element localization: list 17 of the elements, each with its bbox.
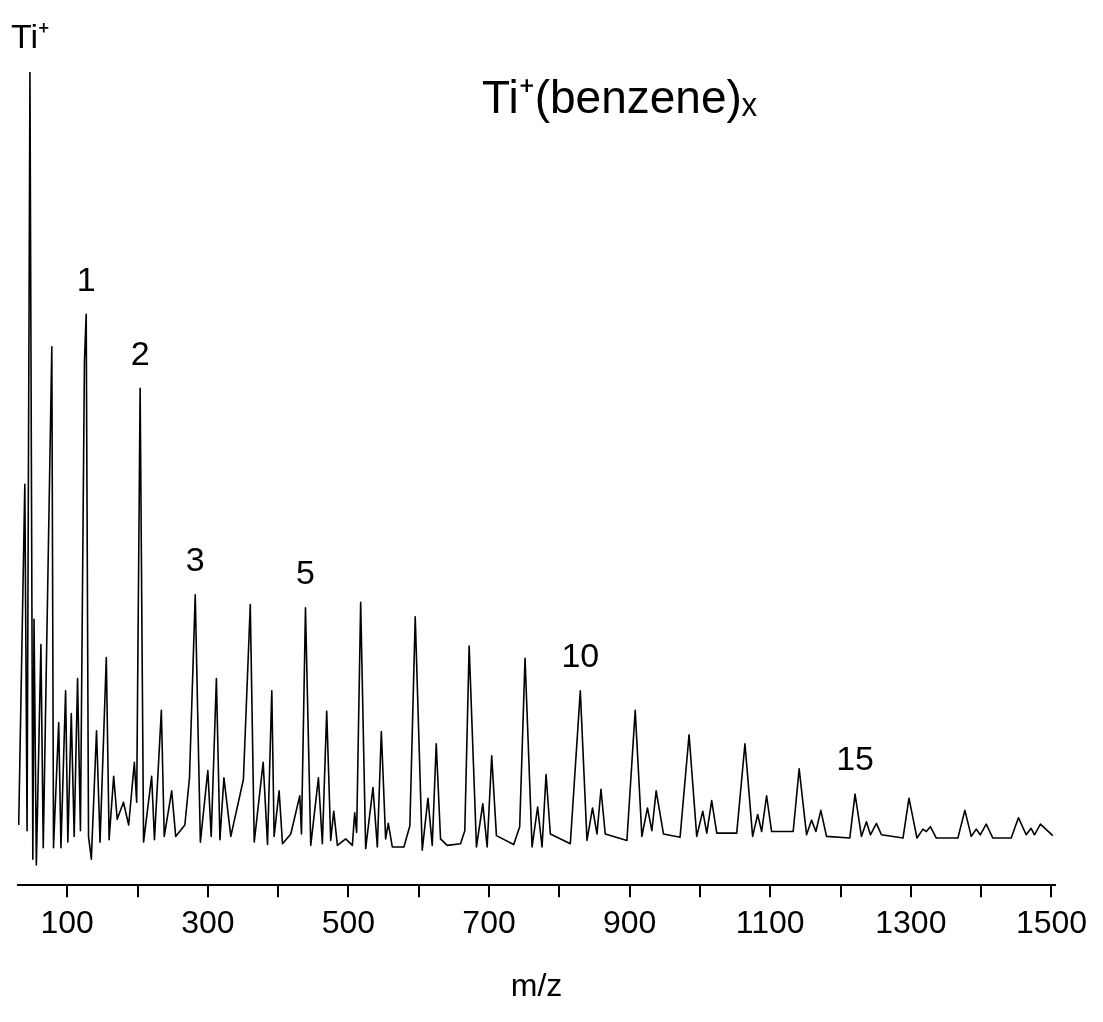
x-tick-label: 1100: [735, 904, 805, 941]
x-tick-label: 700: [462, 904, 516, 941]
x-tick-label: 1500: [1015, 904, 1088, 941]
annotation: 2: [130, 333, 150, 372]
x-tick-label: 500: [321, 904, 376, 941]
annotation: 10: [561, 636, 600, 675]
x-tick-label: 900: [602, 904, 657, 941]
x-tick-label: 1300: [875, 904, 947, 941]
annotation: Ti⁺: [10, 17, 49, 56]
annotation: 1: [76, 259, 96, 298]
annotation: 15: [836, 739, 874, 778]
annotation: 5: [296, 553, 315, 592]
x-tick-label: 100: [40, 904, 94, 941]
x-tick-label: 300: [181, 904, 235, 941]
annotation: 3: [185, 540, 205, 579]
x-axis-title: m/z: [510, 966, 563, 1003]
chart-title: Ti⁺(benzene)ₓ: [482, 70, 758, 123]
